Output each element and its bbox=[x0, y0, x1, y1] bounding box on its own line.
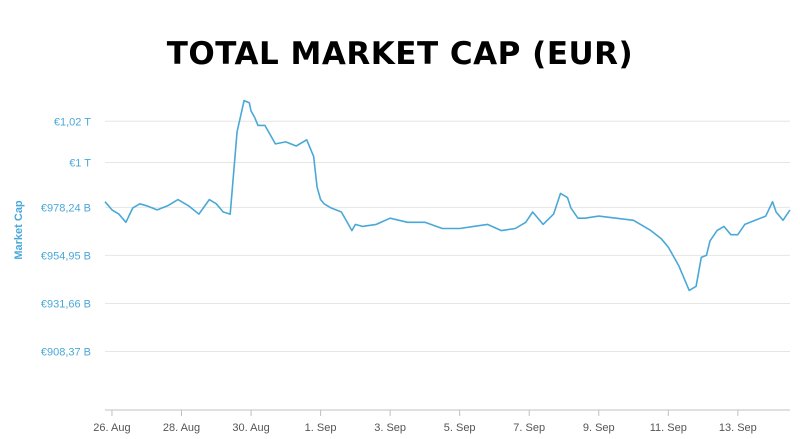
x-tick-label: 5. Sep bbox=[444, 422, 476, 434]
y-tick-label: €1,02 T bbox=[54, 116, 91, 128]
chart-title: TOTAL MARKET CAP (EUR) bbox=[166, 36, 634, 72]
y-tick-label: €931,66 B bbox=[41, 298, 91, 310]
series-line-market-cap bbox=[104, 99, 791, 292]
x-tick-label: 13. Sep bbox=[719, 422, 757, 434]
y-tick-label: €978,24 B bbox=[41, 202, 91, 214]
x-tick-label: 7. Sep bbox=[513, 422, 545, 434]
x-tick-label: 11. Sep bbox=[650, 422, 687, 434]
x-axis-ticks: 26. Aug 28. Aug 30. Aug 1. Sep 3. Sep 5. Sep 7… bbox=[93, 410, 757, 434]
y-axis-label: Market Cap bbox=[13, 200, 25, 260]
y-tick-label: €908,37 B bbox=[41, 346, 91, 358]
x-tick-label: 28. Aug bbox=[163, 422, 200, 434]
x-tick-label: 9. Sep bbox=[583, 422, 615, 434]
y-tick-label: €954,95 B bbox=[41, 250, 91, 262]
x-tick-label: 30. Aug bbox=[232, 422, 269, 434]
y-tick-label: €1 T bbox=[69, 158, 91, 170]
x-tick-label: 3. Sep bbox=[374, 422, 406, 434]
x-tick-label: 26. Aug bbox=[93, 422, 130, 434]
grid-lines bbox=[105, 120, 790, 352]
y-axis-ticks: €908,37 B €931,66 B €954,95 B €978,24 B €1 T… bbox=[41, 116, 91, 358]
x-tick-label: 1. Sep bbox=[305, 422, 337, 434]
